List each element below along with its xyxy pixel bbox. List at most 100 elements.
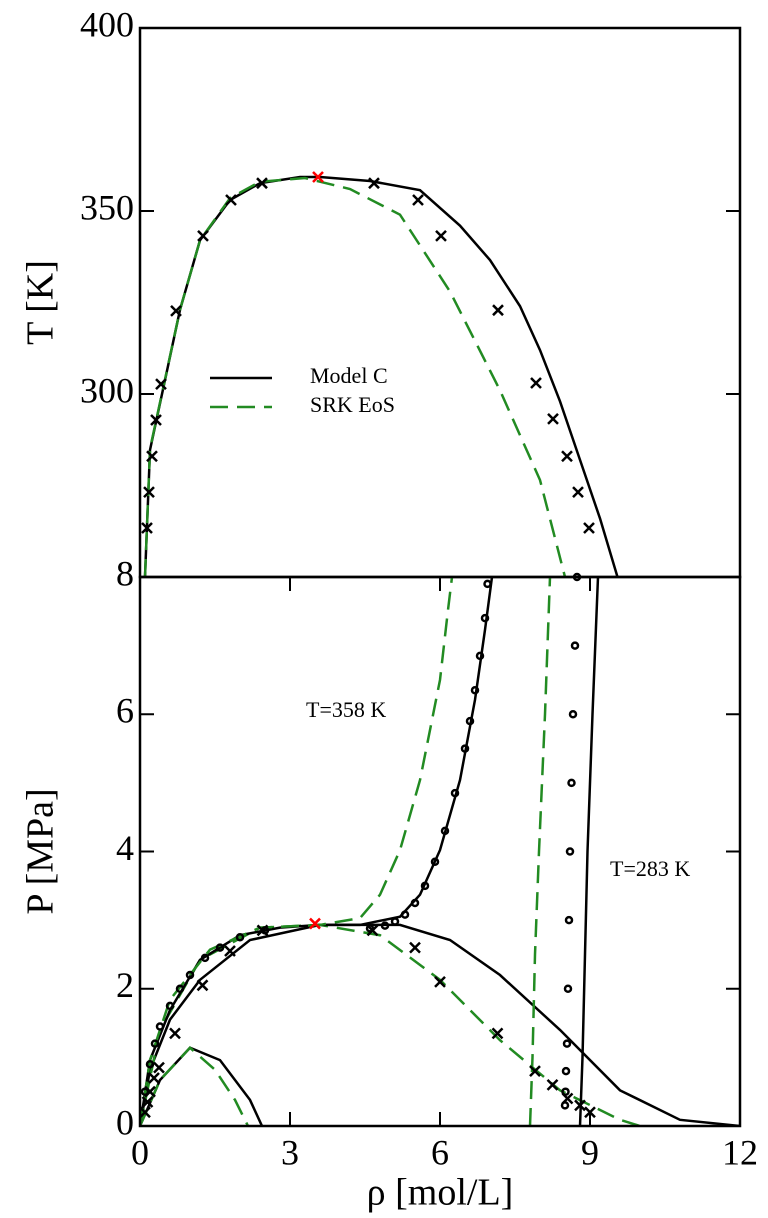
annotation: T=358 K [306, 697, 386, 722]
point [153, 1061, 165, 1074]
point [155, 378, 167, 391]
point [492, 304, 504, 317]
point [141, 522, 153, 534]
point [572, 486, 584, 498]
y-tick-label: 350 [80, 187, 134, 227]
x-tick-label: 0 [131, 1132, 149, 1172]
point [561, 450, 573, 463]
x-tick-label: 12 [722, 1132, 758, 1172]
line [140, 1046, 250, 1126]
point [175, 984, 185, 993]
x-tick-label: 9 [581, 1132, 599, 1172]
point [563, 984, 573, 993]
point [400, 910, 410, 919]
point [150, 1039, 160, 1048]
y-tick-label: 0 [116, 1102, 134, 1142]
point [256, 177, 268, 190]
point [196, 979, 209, 992]
point [420, 881, 430, 891]
point [144, 1085, 156, 1098]
point [409, 941, 421, 954]
y-tick-label: 8 [116, 553, 134, 593]
line [140, 577, 454, 1126]
point [225, 194, 237, 206]
y-tick-label: 4 [116, 828, 134, 868]
point [568, 710, 578, 719]
point [480, 613, 490, 623]
point [368, 177, 380, 190]
point [434, 976, 446, 988]
point [475, 651, 485, 661]
point [567, 778, 576, 788]
point [491, 1027, 504, 1040]
x-tick-label: 3 [281, 1132, 299, 1172]
y-tick-label: 400 [80, 4, 134, 44]
point [561, 1066, 571, 1076]
legend-label: Model C [310, 363, 388, 388]
point [256, 924, 269, 937]
point [529, 1065, 541, 1077]
point [140, 1087, 150, 1096]
point [185, 970, 195, 980]
point [141, 1096, 154, 1108]
y-axis-label: P [MPa] [20, 788, 62, 914]
y-tick-label: 2 [116, 965, 134, 1005]
point [546, 1078, 559, 1091]
point [530, 377, 542, 389]
point [143, 486, 155, 498]
y-tick-label: 6 [116, 691, 134, 731]
point [450, 788, 460, 798]
point [150, 414, 162, 426]
point [312, 171, 324, 183]
point [570, 641, 580, 650]
line [140, 923, 740, 1126]
x-axis-label: ρ [mol/L] [367, 1172, 514, 1214]
line [143, 176, 567, 577]
point [584, 1106, 596, 1119]
x-tick-label: 6 [431, 1132, 449, 1172]
point [435, 230, 447, 242]
point [547, 413, 559, 425]
point [235, 933, 245, 942]
point [380, 921, 390, 930]
point [430, 857, 440, 867]
point [561, 1092, 574, 1105]
point [483, 579, 492, 589]
point [165, 1001, 175, 1011]
point [565, 847, 575, 856]
point [197, 230, 209, 242]
point [224, 945, 236, 957]
point [200, 953, 210, 963]
point [562, 1039, 572, 1048]
line [578, 577, 600, 1126]
point [139, 1106, 151, 1119]
point [465, 716, 475, 726]
point [145, 1059, 155, 1069]
point [390, 917, 400, 926]
point [309, 917, 321, 930]
point [412, 194, 424, 206]
legend-label: SRK EoS [310, 392, 395, 417]
plot-frame [138, 575, 742, 1128]
point [460, 744, 470, 753]
y-axis-label: T [K] [20, 260, 62, 345]
point [148, 1072, 160, 1084]
point [440, 826, 450, 836]
point [583, 522, 595, 534]
point [366, 924, 379, 937]
point [169, 1027, 181, 1040]
point [470, 685, 480, 695]
point [155, 1022, 165, 1031]
line [528, 577, 552, 1126]
y-tick-label: 300 [80, 370, 134, 410]
point [564, 915, 574, 925]
line [140, 577, 494, 1126]
point [146, 450, 158, 463]
point [170, 305, 182, 317]
point [574, 1099, 586, 1112]
annotation: T=283 K [610, 856, 690, 881]
point [561, 1087, 570, 1096]
point [410, 898, 420, 908]
plot-frame [138, 26, 742, 579]
